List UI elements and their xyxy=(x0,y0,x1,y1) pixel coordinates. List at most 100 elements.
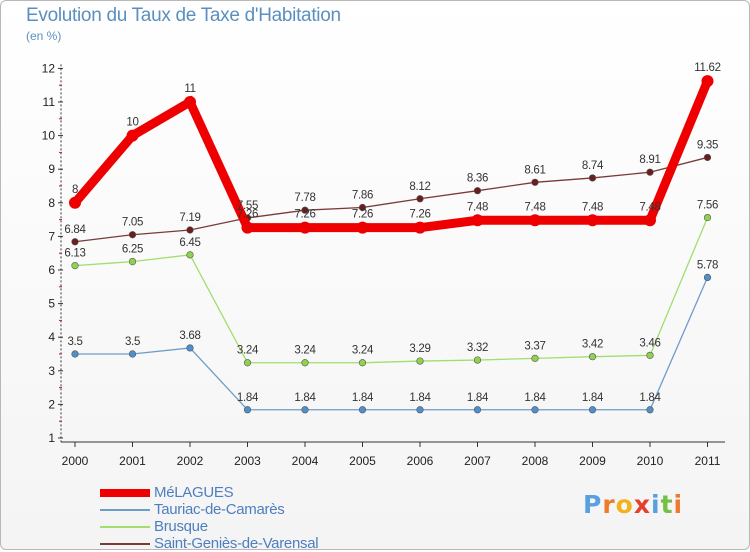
x-tick-label: 2004 xyxy=(292,454,319,468)
y-tick-label: 6 xyxy=(48,263,55,277)
data-point xyxy=(358,203,367,212)
data-label: 3.5 xyxy=(125,336,140,348)
data-point xyxy=(473,356,482,364)
y-tick-label: 8 xyxy=(48,196,55,210)
y-tick-label: 10 xyxy=(42,129,56,143)
y-tick-label: 4 xyxy=(48,330,55,344)
data-point xyxy=(531,354,539,362)
data-label: 3.42 xyxy=(582,339,603,351)
data-label: 1.84 xyxy=(352,392,374,404)
data-label: 7.55 xyxy=(237,200,258,212)
data-point xyxy=(703,213,712,222)
data-point xyxy=(703,153,712,162)
data-point xyxy=(358,359,367,367)
data-point xyxy=(128,350,137,358)
data-point xyxy=(71,238,79,246)
data-label: 8.91 xyxy=(639,154,660,166)
data-label: 3.46 xyxy=(639,337,660,349)
legend-label: MéLAGUES xyxy=(154,484,234,501)
data-label: 7.19 xyxy=(179,212,200,224)
logo-letter: P xyxy=(583,490,603,519)
data-point xyxy=(588,406,597,414)
x-tick-label: 2010 xyxy=(637,454,664,468)
data-label: 7.56 xyxy=(697,200,718,212)
data-label: 6.25 xyxy=(122,244,143,256)
data-label: 3.24 xyxy=(352,345,374,357)
data-point xyxy=(356,221,369,234)
legend-swatch xyxy=(100,543,150,545)
data-label: 6.45 xyxy=(179,237,200,249)
data-point xyxy=(186,344,194,352)
x-tick-label: 2003 xyxy=(234,454,261,468)
data-label: 1.84 xyxy=(524,392,546,404)
data-point xyxy=(414,221,426,234)
legend-label: Saint-Geniès-de-Varensal xyxy=(154,535,319,552)
data-label: 6.13 xyxy=(64,248,85,260)
data-label: 3.29 xyxy=(409,343,430,355)
series-2 xyxy=(71,213,712,367)
data-label: 1.84 xyxy=(237,392,259,404)
data-label: 3.24 xyxy=(237,345,259,357)
data-point xyxy=(529,214,541,227)
data-label: 1.84 xyxy=(639,392,661,404)
y-tick-label: 12 xyxy=(42,61,56,75)
data-point xyxy=(186,251,194,259)
data-point xyxy=(531,178,539,186)
series-line xyxy=(75,277,709,411)
series-line xyxy=(74,156,708,243)
data-point xyxy=(358,406,367,414)
data-label: 1.84 xyxy=(467,392,489,404)
data-point xyxy=(301,206,309,214)
data-label: 7.78 xyxy=(294,192,315,204)
logo-letter: r xyxy=(602,490,616,519)
y-tick-label: 7 xyxy=(48,229,55,243)
x-tick-label: 2008 xyxy=(522,454,549,468)
data-point xyxy=(646,168,654,176)
data-point xyxy=(243,359,252,367)
x-tick-label: 2001 xyxy=(119,454,146,468)
data-label: 7.48 xyxy=(639,201,660,213)
data-point xyxy=(703,273,712,281)
data-point xyxy=(241,221,254,234)
x-tick-label: 2005 xyxy=(349,454,376,468)
x-tick-label: 2007 xyxy=(464,454,491,468)
data-label: 7.26 xyxy=(352,209,373,221)
data-point xyxy=(184,96,196,108)
data-label: 1.84 xyxy=(582,392,604,404)
legend-item: Tauriac-de-Camarès xyxy=(100,501,420,518)
data-label: 5.78 xyxy=(697,259,718,271)
data-label: 10 xyxy=(126,117,138,129)
data-point xyxy=(473,406,482,414)
data-label: 3.24 xyxy=(294,345,316,357)
data-point xyxy=(416,357,424,365)
series-3 xyxy=(71,153,712,246)
data-label: 9.35 xyxy=(697,139,718,151)
legend-item: MéLAGUES xyxy=(100,484,420,501)
x-tick-label: 2011 xyxy=(695,454,721,468)
data-label: 3.68 xyxy=(179,330,200,342)
data-point xyxy=(588,353,597,361)
data-label: 6.84 xyxy=(64,224,86,236)
legend-swatch xyxy=(100,526,150,528)
data-label: 7.26 xyxy=(409,209,430,221)
legend-label: Brusque xyxy=(154,518,208,535)
data-point xyxy=(186,226,194,234)
data-point xyxy=(701,75,714,88)
data-point xyxy=(644,214,656,227)
y-tick-label: 9 xyxy=(48,162,55,176)
data-label: 8.61 xyxy=(524,164,545,176)
data-point xyxy=(128,231,137,239)
data-point xyxy=(471,214,484,227)
y-tick-label: 5 xyxy=(48,297,55,311)
data-point xyxy=(299,221,311,234)
data-point xyxy=(586,214,599,227)
legend-item: Saint-Geniès-de-Varensal xyxy=(100,535,420,552)
data-point xyxy=(126,129,139,142)
data-label: 7.48 xyxy=(467,201,488,213)
data-label: 7.26 xyxy=(294,209,315,221)
x-tick-label: 2000 xyxy=(62,454,89,468)
proxiti-logo: Proxiti xyxy=(583,490,683,519)
data-point xyxy=(646,406,654,414)
